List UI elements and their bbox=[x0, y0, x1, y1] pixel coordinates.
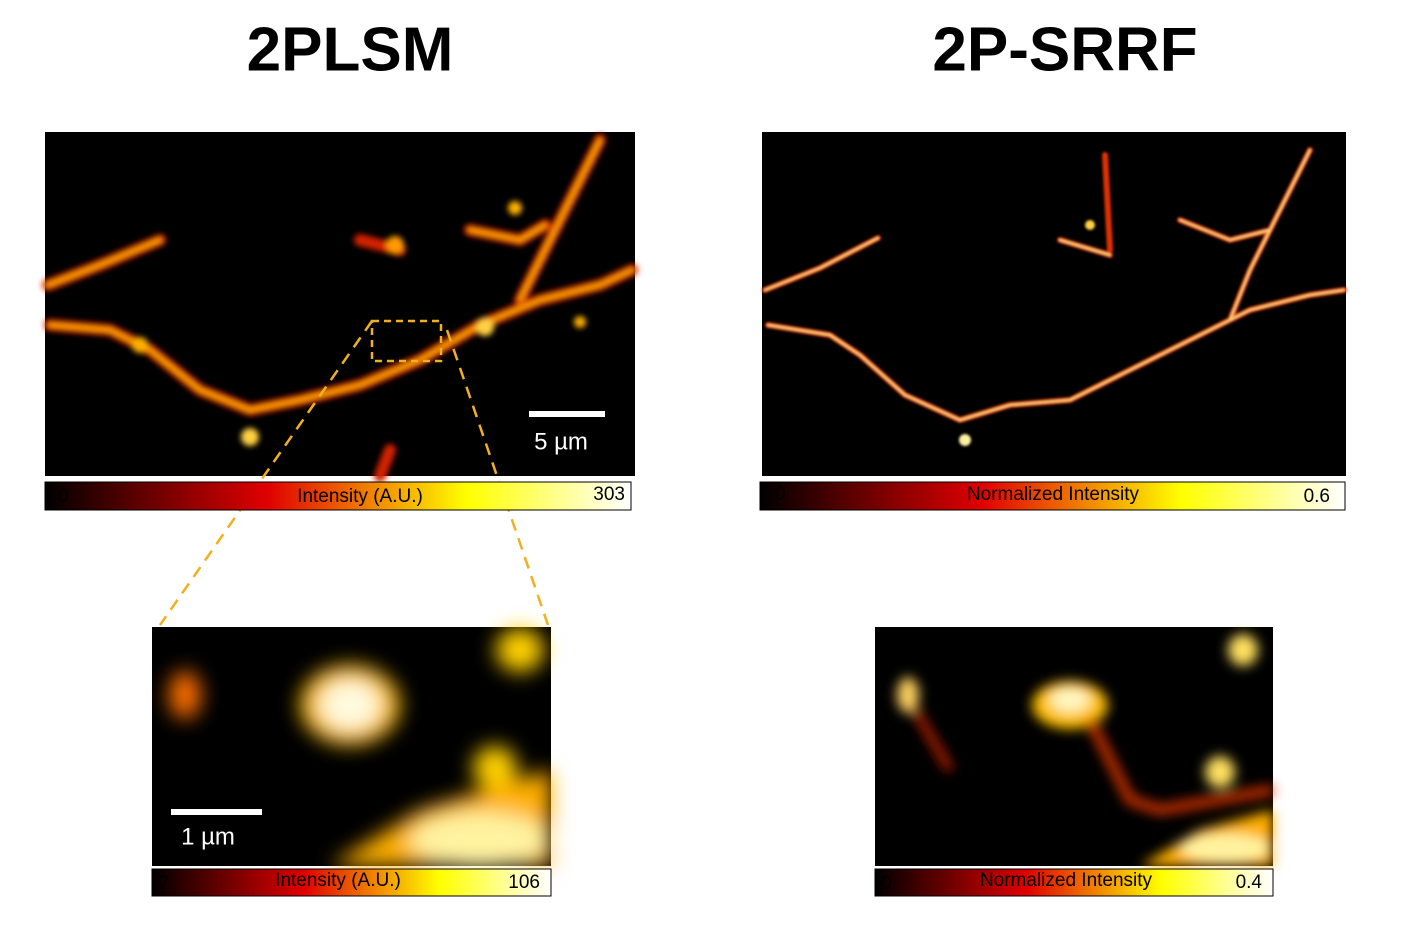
colorbar-label: Intensity (A.U.) bbox=[275, 870, 401, 891]
colorbar: 0 Intensity (A.U.) 303 bbox=[44, 481, 632, 511]
colorbar-min: 7 bbox=[159, 873, 170, 894]
colorbar-label: Intensity (A.U.) bbox=[297, 486, 423, 507]
colorbar-max: 0.4 bbox=[1236, 872, 1263, 893]
colorbar-max: 106 bbox=[508, 872, 540, 893]
colorbar-min: 0 bbox=[775, 484, 786, 505]
colorbar-max: 0.6 bbox=[1304, 486, 1330, 507]
micrograph: 5 µm bbox=[42, 132, 638, 482]
inset-micrograph: 1 µm bbox=[152, 627, 551, 868]
colorbar-max: 303 bbox=[593, 484, 625, 505]
panel-title: 2P-SRRF bbox=[932, 15, 1197, 84]
micrograph bbox=[762, 132, 1347, 476]
colorbar-min: 0 bbox=[58, 486, 69, 507]
colorbar: 0 Normalized Intensity 0.4 bbox=[874, 868, 1274, 897]
zoom-line bbox=[445, 329, 550, 626]
scale-bar-label: 5 µm bbox=[534, 428, 588, 455]
inset-micrograph bbox=[875, 627, 1274, 866]
colorbar: 0 Normalized Intensity 0.6 bbox=[759, 481, 1346, 511]
colorbar-label: Normalized Intensity bbox=[980, 870, 1153, 891]
colorbar-label: Normalized Intensity bbox=[967, 484, 1140, 505]
colorbar: 7 Intensity (A.U.) 106 bbox=[151, 868, 552, 897]
scale-bar-label: 1 µm bbox=[181, 823, 235, 850]
zoom-line bbox=[158, 320, 374, 626]
panel-title: 2PLSM bbox=[247, 15, 454, 84]
colorbar-min: 0 bbox=[881, 873, 892, 894]
